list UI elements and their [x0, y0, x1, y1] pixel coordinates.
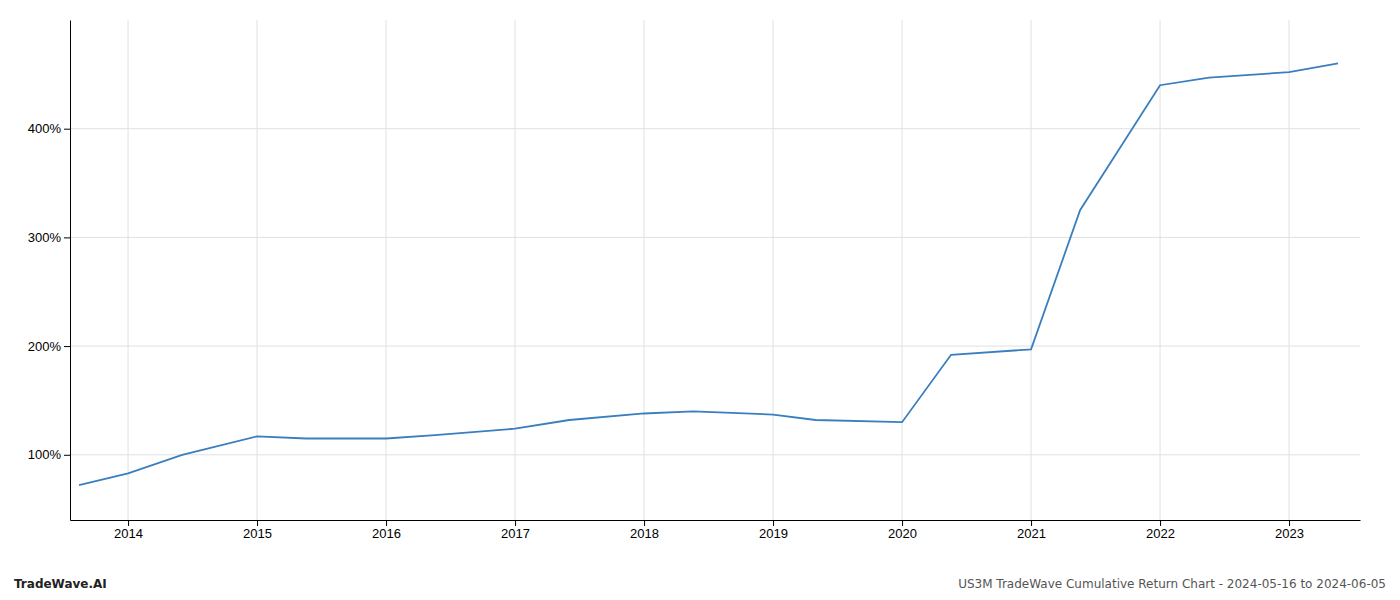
tick: 2021 — [1017, 520, 1046, 541]
tick-mark — [128, 520, 129, 526]
line — [79, 63, 1338, 485]
axis-line — [71, 520, 1361, 521]
footer: TradeWave.AI US3M TradeWave Cumulative Re… — [14, 577, 1386, 591]
tick-mark — [515, 520, 516, 526]
grid — [70, 20, 1360, 520]
tick-label: 200% — [28, 339, 62, 354]
grid-line — [386, 20, 387, 520]
x-axis: 2014 2015 2016 2017 2018 2019 2020 2021 2022 2023 — [71, 520, 1361, 541]
tick: 2015 — [243, 520, 272, 541]
grid-line — [1289, 20, 1290, 520]
grid-line — [70, 237, 1360, 238]
annotation: US3M TradeWave Cumulative Return Chart -… — [958, 577, 1386, 591]
tick-mark — [64, 237, 70, 238]
tick: 2022 — [1146, 520, 1175, 541]
tick: 2014 — [114, 520, 143, 541]
tick-label: 2022 — [1146, 526, 1175, 541]
grid-line — [70, 346, 1360, 347]
tick-mark — [1031, 520, 1032, 526]
tick: 2018 — [630, 520, 659, 541]
tick: 200% — [28, 339, 70, 354]
annotation: TradeWave.AI — [14, 577, 107, 591]
grid-line — [257, 20, 258, 520]
tick: 400% — [28, 121, 70, 136]
tick-label: 2016 — [372, 526, 401, 541]
tick-label: 400% — [28, 121, 62, 136]
tick-label: 300% — [28, 230, 62, 245]
y-axis: 100% 200% 300% 400% — [28, 21, 71, 521]
tick-mark — [1289, 520, 1290, 526]
tick-label: 2018 — [630, 526, 659, 541]
tick: 2019 — [759, 520, 788, 541]
tick-label: 2020 — [888, 526, 917, 541]
tick: 2016 — [372, 520, 401, 541]
grid-line — [128, 20, 129, 520]
tick-mark — [64, 346, 70, 347]
axis-line — [70, 21, 71, 521]
tick-label: 2017 — [501, 526, 530, 541]
tick-label: 2021 — [1017, 526, 1046, 541]
grid-line — [1031, 20, 1032, 520]
grid-line — [773, 20, 774, 520]
tick: 300% — [28, 230, 70, 245]
tick-label: 2023 — [1275, 526, 1304, 541]
tick-mark — [902, 520, 903, 526]
grid-line — [515, 20, 516, 520]
tick: 100% — [28, 447, 70, 462]
tick: 2023 — [1275, 520, 1304, 541]
tick-mark — [64, 129, 70, 130]
marks — [79, 63, 1338, 485]
tick-mark — [644, 520, 645, 526]
tick-mark — [257, 520, 258, 526]
tick-label: 2019 — [759, 526, 788, 541]
plot-area: 2014 2015 2016 2017 2018 2019 2020 2021 2022 2023… — [28, 20, 1361, 541]
grid-line — [1160, 20, 1161, 520]
tick: 2020 — [888, 520, 917, 541]
tick-mark — [773, 520, 774, 526]
tick-mark — [1160, 520, 1161, 526]
tick-label: 100% — [28, 447, 62, 462]
grid-line — [70, 128, 1360, 129]
grid-line — [644, 20, 645, 520]
tick: 2017 — [501, 520, 530, 541]
tick-mark — [64, 455, 70, 456]
tick-mark — [386, 520, 387, 526]
grid-line — [902, 20, 903, 520]
tick-label: 2015 — [243, 526, 272, 541]
tick-label: 2014 — [114, 526, 143, 541]
chart: 2014 2015 2016 2017 2018 2019 2020 2021 2022 2023… — [0, 0, 1400, 600]
grid-line — [70, 454, 1360, 455]
